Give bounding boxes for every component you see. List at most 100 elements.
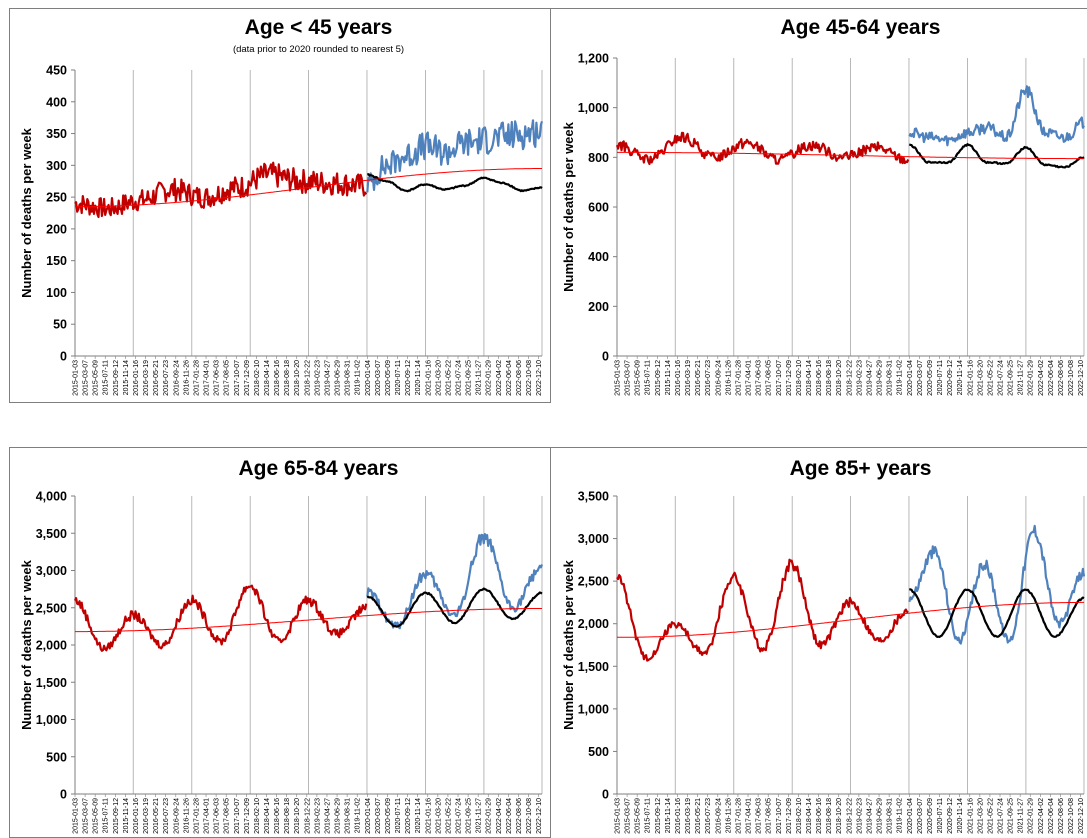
series-line-pre-2020 [616,558,909,662]
x-tick-label: 2020-09-12 [947,360,954,396]
panel-border [9,8,551,403]
x-tick-label: 2016-11-26 [183,798,190,833]
x-tick-label: 2015-07-11 [645,360,652,395]
series-line-expected-2020-2022 [908,143,1085,169]
y-tick-label: 300 [46,159,67,173]
x-tick-label: 2022-06-04 [1048,798,1055,834]
x-tick-label: 2020-01-04 [365,360,372,396]
x-tick-label: 2019-08-31 [887,360,894,396]
x-tick-label: 2016-07-23 [705,798,712,834]
x-tick-label: 2017-08-05 [224,360,231,396]
x-tick-label: 2019-06-29 [335,798,342,834]
y-axis-label: Number of deaths per week [561,559,576,730]
x-tick-label: 2019-11-02 [897,360,904,395]
x-tick-label: 2015-09-12 [655,360,662,396]
x-tick-label: 2017-10-07 [234,360,241,396]
x-tick-label: 2021-05-22 [987,360,994,396]
x-tick-label: 2021-07-24 [998,360,1005,396]
x-tick-label: 2022-04-02 [1038,360,1045,396]
x-tick-label: 2017-01-28 [193,360,200,396]
x-tick-label: 2016-03-19 [685,798,692,834]
x-tick-label: 2021-09-25 [466,798,473,834]
x-tick-label: 2018-08-18 [826,360,833,396]
x-tick-label: 2019-11-02 [355,798,362,833]
x-tick-label: 2015-05-09 [93,360,100,396]
x-tick-label: 2019-02-23 [856,798,863,834]
x-tick-label: 2015-11-14 [123,798,130,833]
x-tick-label: 2020-09-12 [947,798,954,834]
x-tick-label: 2017-12-09 [786,360,793,396]
x-tick-label: 2017-10-07 [776,798,783,834]
x-tick-label: 2022-01-29 [486,798,493,834]
x-tick-label: 2021-09-25 [1008,798,1015,834]
y-tick-label: 600 [588,201,609,215]
x-tick-label: 2019-04-27 [324,360,331,396]
x-tick-label: 2016-11-26 [183,360,190,395]
x-tick-label: 2020-05-09 [385,360,392,396]
x-tick-label: 2018-04-14 [264,798,271,834]
y-tick-label: 1,500 [36,676,67,690]
x-tick-label: 2017-08-05 [766,360,773,396]
x-tick-label: 2016-05-21 [153,360,160,396]
x-tick-label: 2017-06-03 [756,360,763,396]
chart-age-85-plus: Age 85+ years 0 500 1,000 1,500 2,000 2,500 3,0… [551,447,1087,834]
x-tick-label: 2017-06-03 [214,798,221,834]
x-tick-label: 2017-10-07 [234,798,241,834]
chart-panel-age-under-45: Age < 45 years (data prior to 2020 rounde… [9,8,551,403]
x-tick-label: 2017-01-28 [735,798,742,834]
y-tick-label: 1,200 [578,52,609,66]
x-tick-label: 2018-04-14 [264,360,271,396]
x-tick-label: 2021-03-20 [977,798,984,834]
y-axis-label: Number of deaths per week [19,559,34,730]
x-tick-label: 2016-01-16 [133,360,140,396]
x-tick-label: 2017-12-09 [244,360,251,396]
x-tick-label: 2016-11-26 [725,360,732,395]
x-tick-label: 2020-09-12 [405,360,412,396]
x-tick-label: 2021-03-20 [977,360,984,396]
x-tick-label: 2015-09-12 [113,360,120,396]
x-tick-label: 2016-03-19 [143,798,150,834]
x-tick-label: 2022-10-08 [526,798,533,834]
x-tick-label: 2015-03-07 [625,360,632,396]
y-axis-label: Number of deaths per week [19,127,34,298]
y-tick-label: 2,500 [36,601,67,615]
x-tick-label: 2022-10-08 [1068,360,1075,396]
y-tick-label: 400 [588,250,609,264]
x-tick-label: 2017-04-01 [204,360,211,396]
x-tick-label: 2015-05-09 [635,360,642,396]
y-tick-label: 50 [53,318,67,332]
x-tick-label: 2020-05-09 [927,798,934,834]
x-tick-label: 2018-06-16 [274,360,281,396]
x-tick-label: 2022-06-04 [1048,360,1055,396]
x-tick-label: 2020-11-14 [957,798,964,833]
x-tick-label: 2017-06-03 [214,360,221,396]
x-tick-label: 2022-08-06 [1058,360,1065,396]
panel-border [9,447,551,838]
x-tick-label: 2022-04-02 [496,798,503,834]
series-line-expected-2020-2022 [367,173,543,193]
x-tick-label: 2020-01-04 [907,798,914,834]
x-tick-label: 2015-05-09 [635,798,642,834]
x-tick-label: 2021-07-24 [998,798,1005,834]
chart-group: Age < 45 years (data prior to 2020 rounde… [9,8,551,403]
x-tick-label: 2022-10-08 [526,360,533,396]
x-tick-label: 2016-05-21 [695,360,702,396]
y-tick-label: 1,500 [578,660,609,674]
x-tick-label: 2017-10-07 [776,360,783,396]
y-tick-label: 150 [46,254,67,268]
x-tick-label: 2016-07-23 [163,360,170,396]
x-tick-label: 2019-02-23 [314,360,321,396]
x-tick-label: 2017-04-01 [746,360,753,396]
x-tick-label: 2021-11-27 [1018,798,1025,833]
x-tick-label: 2018-08-18 [284,360,291,396]
x-tick-label: 2015-03-07 [625,798,632,834]
x-tick-label: 2018-06-16 [816,360,823,396]
chart-group: Age 65-84 years 0 500 1,000 1,500 2,000 2,500 3… [9,447,551,838]
chart-title: Age 85+ years [790,457,932,480]
x-tick-label: 2021-01-16 [967,360,974,396]
y-tick-label: 250 [46,191,67,205]
x-tick-label: 2018-10-20 [294,360,301,396]
x-tick-label: 2018-06-16 [274,798,281,834]
chart-group: Age 85+ years 0 500 1,000 1,500 2,000 2,500 3,0… [551,447,1087,834]
y-tick-label: 0 [60,788,67,802]
